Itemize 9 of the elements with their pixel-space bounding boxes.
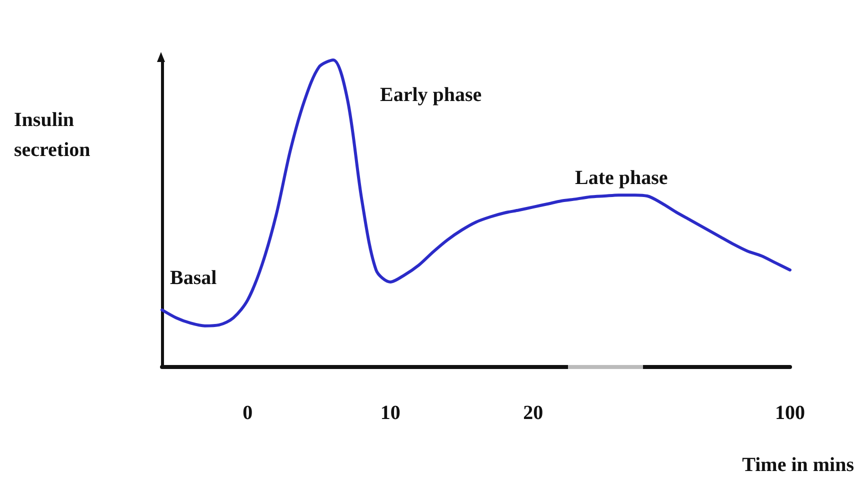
x-tick-label: 100 bbox=[775, 402, 805, 424]
annotation: Late phase bbox=[575, 167, 668, 189]
x-axis-title: Time in mins bbox=[742, 454, 854, 476]
x-tick-label: 0 bbox=[242, 402, 253, 424]
annotation: Early phase bbox=[380, 84, 482, 106]
y-axis-title: Insulin secretion bbox=[14, 109, 90, 161]
x-tick-label: 10 bbox=[380, 402, 400, 424]
annotation: Basal bbox=[170, 267, 218, 289]
x-tick-label: 20 bbox=[523, 402, 544, 424]
